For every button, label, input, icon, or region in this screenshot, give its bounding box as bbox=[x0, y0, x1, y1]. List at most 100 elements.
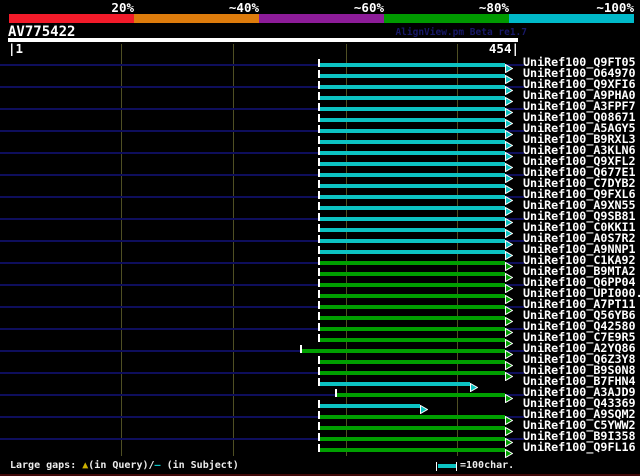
hit-row: UniRef100_B9MTA2 bbox=[0, 264, 640, 283]
hit-row: UniRef100_C5YWW2 bbox=[0, 418, 640, 437]
hit-label[interactable]: UniRef100_C7DYB2 bbox=[523, 176, 636, 190]
hit-label[interactable]: UniRef100_A9SQM2 bbox=[523, 407, 636, 421]
alignment-bar bbox=[320, 283, 505, 287]
hit-label[interactable]: UniRef100_Q6PP04 bbox=[523, 275, 636, 289]
hit-label[interactable]: UniRef100_C0KKI1 bbox=[523, 220, 636, 234]
hit-label[interactable]: UniRef100_A2YQ86 bbox=[523, 341, 636, 355]
hit-label[interactable]: UniRef100_A5AGY5 bbox=[523, 121, 636, 135]
hit-label[interactable]: UniRef100_C1KA92 bbox=[523, 253, 636, 267]
alignment-start-tick bbox=[318, 59, 320, 67]
alignment-arrow-icon bbox=[505, 168, 514, 184]
ruler-gridline bbox=[121, 44, 122, 456]
alignment-start-tick bbox=[318, 268, 320, 276]
hit-label[interactable]: UniRef100_A9PHA0 bbox=[523, 88, 636, 102]
hit-row: UniRef100_A9XN55 bbox=[0, 198, 640, 217]
hit-label[interactable]: UniRef100_UPI000.. bbox=[523, 286, 640, 300]
hit-label[interactable]: UniRef100_B9S0N8 bbox=[523, 363, 636, 377]
alignment-start-tick bbox=[318, 411, 320, 419]
hit-label[interactable]: UniRef100_Q08671 bbox=[523, 110, 636, 124]
hit-label[interactable]: UniRef100_A9XN55 bbox=[523, 198, 636, 212]
hit-label[interactable]: UniRef100_Q9FL16 bbox=[523, 440, 636, 454]
hit-label[interactable]: UniRef100_Q677E1 bbox=[523, 165, 636, 179]
hit-label[interactable]: UniRef100_Q9FXL6 bbox=[523, 187, 636, 201]
alignment-bar bbox=[320, 195, 505, 199]
identity-scale-segment bbox=[384, 14, 509, 23]
alignment-bar bbox=[320, 404, 420, 408]
hit-row: UniRef100_A0S7R2 bbox=[0, 231, 640, 250]
alignment-arrow-icon bbox=[505, 256, 514, 272]
alignment-arrow-icon bbox=[505, 311, 514, 327]
hit-row: UniRef100_A3AJD9 bbox=[0, 385, 640, 404]
alignment-arrow-icon bbox=[505, 322, 514, 338]
hit-label[interactable]: UniRef100_C5YWW2 bbox=[523, 418, 636, 432]
row-baseline bbox=[0, 108, 524, 110]
ruler-end-label: 454| bbox=[488, 41, 519, 56]
hit-label[interactable]: UniRef100_A3AJD9 bbox=[523, 385, 636, 399]
alignment-bar bbox=[320, 305, 505, 309]
alignment-bar bbox=[320, 448, 505, 452]
alignment-arrow-icon bbox=[505, 245, 514, 261]
alignment-arrow-icon bbox=[505, 410, 514, 426]
hit-label[interactable]: UniRef100_A7PT11 bbox=[523, 297, 636, 311]
hit-label[interactable]: UniRef100_A3KLN6 bbox=[523, 143, 636, 157]
row-baseline bbox=[0, 64, 524, 66]
hit-row: UniRef100_Q9FXL6 bbox=[0, 187, 640, 206]
alignment-bar bbox=[320, 118, 505, 122]
alignment-start-tick bbox=[318, 81, 320, 89]
large-gaps-legend: Large gaps: ▲(in Query)/– (in Subject) bbox=[10, 458, 239, 473]
alignment-arrow-icon bbox=[505, 113, 514, 129]
gaps-query-text: (in Query)/ bbox=[88, 460, 155, 471]
hit-label[interactable]: UniRef100_B9MTA2 bbox=[523, 264, 636, 278]
alignment-arrow-icon bbox=[505, 157, 514, 173]
alignment-start-tick bbox=[318, 191, 320, 199]
hit-label[interactable]: UniRef100_Q9XFI6 bbox=[523, 77, 636, 91]
hit-label[interactable]: UniRef100_C7E9R5 bbox=[523, 330, 636, 344]
hit-label[interactable]: UniRef100_Q9SB81 bbox=[523, 209, 636, 223]
row-baseline bbox=[0, 218, 524, 220]
alignment-arrow-icon bbox=[505, 278, 514, 294]
hit-row: UniRef100_A7PT11 bbox=[0, 297, 640, 316]
alignment-arrow-icon bbox=[505, 223, 514, 239]
row-baseline bbox=[0, 152, 524, 154]
hit-label[interactable]: UniRef100_O64970 bbox=[523, 66, 636, 80]
hit-row: UniRef100_B9S0N8 bbox=[0, 363, 640, 382]
hit-label[interactable]: UniRef100_Q56YB6 bbox=[523, 308, 636, 322]
alignment-start-tick bbox=[300, 345, 302, 353]
hit-label[interactable]: UniRef100_Q6Z3Y8 bbox=[523, 352, 636, 366]
hit-row: UniRef100_A2YQ86 bbox=[0, 341, 640, 360]
row-baseline bbox=[0, 438, 524, 440]
hit-row: UniRef100_UPI000.. bbox=[0, 286, 640, 305]
alignment-bar bbox=[320, 129, 505, 133]
alignment-start-tick bbox=[318, 290, 320, 298]
alignment-start-tick bbox=[318, 246, 320, 254]
gaps-prefix: Large gaps: bbox=[10, 460, 83, 471]
alignment-arrow-icon bbox=[505, 80, 514, 96]
alignment-bar bbox=[320, 250, 505, 254]
hit-label[interactable]: UniRef100_B7FHN4 bbox=[523, 374, 636, 388]
alignment-start-tick bbox=[318, 444, 320, 452]
hit-row: UniRef100_C1KA92 bbox=[0, 253, 640, 272]
alignment-bar bbox=[320, 85, 505, 89]
hit-label[interactable]: UniRef100_A9NNP1 bbox=[523, 242, 636, 256]
hit-label[interactable]: UniRef100_Q42580 bbox=[523, 319, 636, 333]
alignment-arrow-icon bbox=[505, 443, 514, 459]
hit-label[interactable]: UniRef100_A0S7R2 bbox=[523, 231, 636, 245]
alignment-arrow-icon bbox=[505, 421, 514, 437]
hit-label[interactable]: UniRef100_Q43369 bbox=[523, 396, 636, 410]
row-baseline bbox=[0, 86, 524, 88]
alignment-arrow-icon bbox=[505, 102, 514, 118]
hit-label[interactable]: UniRef100_Q9FT05 bbox=[523, 55, 636, 69]
alignment-arrow-icon bbox=[505, 432, 514, 448]
alignment-bar bbox=[302, 349, 505, 353]
alignment-bar bbox=[320, 217, 505, 221]
row-baseline bbox=[0, 416, 524, 418]
hit-label[interactable]: UniRef100_B9I358 bbox=[523, 429, 636, 443]
hit-label[interactable]: UniRef100_B9RXL3 bbox=[523, 132, 636, 146]
hit-label[interactable]: UniRef100_Q9XFL2 bbox=[523, 154, 636, 168]
hit-row: UniRef100_Q6PP04 bbox=[0, 275, 640, 294]
hit-label[interactable]: UniRef100_A3FPF7 bbox=[523, 99, 636, 113]
hit-row: UniRef100_Q9XFI6 bbox=[0, 77, 640, 96]
hit-row: UniRef100_Q9FT05 bbox=[0, 55, 640, 74]
alignment-start-tick bbox=[318, 356, 320, 364]
alignment-bar bbox=[320, 162, 505, 166]
